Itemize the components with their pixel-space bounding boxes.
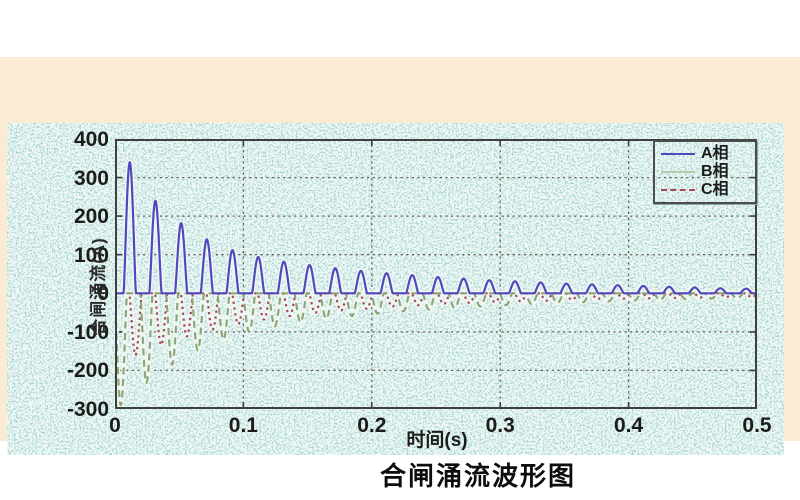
legend-item-phase-b: B相 [661, 164, 749, 180]
y-tick-label: -300 [66, 398, 109, 421]
y-tick-label: 100 [73, 243, 109, 267]
y-tick-label: 0 [97, 282, 109, 306]
plot-border [115, 139, 757, 409]
x-tick-label: 0.2 [357, 414, 387, 437]
phase-c-line-sample [661, 189, 695, 191]
y-tick-label: -100 [66, 320, 109, 344]
legend-label-phase-c: C相 [701, 181, 729, 198]
y-tick-label: 400 [73, 128, 109, 151]
x-tick-label: 0.3 [485, 414, 515, 437]
legend-label-phase-a: A相 [701, 145, 729, 162]
legend-item-phase-c: C相 [661, 182, 749, 198]
series-c-line [115, 292, 757, 357]
plot-box [115, 139, 757, 409]
x-tick-label: 0.4 [613, 414, 644, 437]
legend-item-phase-a: A相 [661, 146, 749, 162]
y-tick-label: 300 [73, 166, 109, 190]
phase-b-line-sample [661, 171, 695, 173]
legend: A相 B相 C相 [653, 140, 757, 204]
y-tick-label: 200 [73, 205, 109, 229]
x-axis-label: 时间(s) [406, 430, 468, 451]
series-b-line [115, 292, 757, 407]
x-tick-label: 0.5 [742, 414, 772, 437]
series-a-line [115, 161, 757, 295]
x-tick-label: 0.1 [228, 414, 258, 437]
chart-area: 400 300 200 100 0 -100 -200 -300 0 0.1 0.2 0.3 0.4 0… [7, 123, 784, 455]
waveform-plot [115, 139, 757, 409]
y-axis-label: 合闸涌流(A) [88, 237, 108, 336]
trace-halo [115, 290, 757, 408]
x-tick-label: 0 [109, 414, 121, 437]
phase-a-line-sample [661, 153, 695, 155]
chart-caption: 合闸涌流波形图 [379, 461, 577, 491]
y-tick-label: -200 [66, 359, 109, 383]
legend-label-phase-b: B相 [701, 163, 729, 180]
figure-panel: 400 300 200 100 0 -100 -200 -300 0 0.1 0.2 0.3 0.4 0… [0, 57, 800, 491]
